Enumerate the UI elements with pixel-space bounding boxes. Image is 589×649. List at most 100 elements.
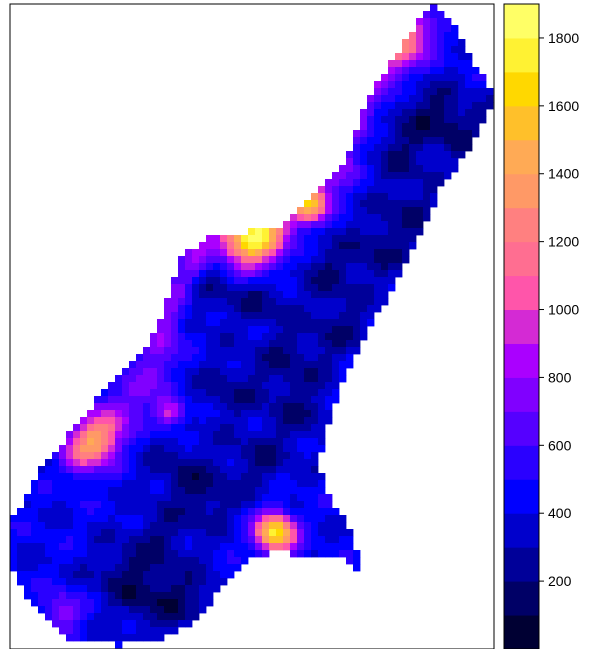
heatmap-cell [318, 200, 326, 208]
heatmap-cell [262, 361, 270, 369]
heatmap-cell [283, 326, 291, 334]
heatmap-cell [220, 515, 228, 523]
heatmap-cell [178, 494, 186, 502]
heatmap-cell [297, 522, 305, 530]
heatmap-cell [115, 543, 123, 551]
heatmap-cell [360, 263, 368, 271]
heatmap-cell [486, 88, 494, 96]
heatmap-cell [24, 494, 32, 502]
heatmap-cell [304, 368, 312, 376]
heatmap-cell [192, 340, 200, 348]
heatmap-cell [437, 144, 445, 152]
heatmap-cell [318, 529, 326, 537]
heatmap-cell [416, 95, 424, 103]
heatmap-cell [332, 522, 340, 530]
heatmap-cell [234, 291, 242, 299]
heatmap-cell [318, 361, 326, 369]
heatmap-cell [192, 494, 200, 502]
heatmap-cell [241, 305, 249, 313]
heatmap-cell [178, 263, 186, 271]
heatmap-cell [129, 445, 137, 453]
heatmap-cell [304, 487, 312, 495]
heatmap-cell [234, 312, 242, 320]
heatmap-cell [206, 578, 214, 586]
heatmap-cell [290, 368, 298, 376]
heatmap-cell [227, 487, 235, 495]
colorbar-tick-label: 200 [548, 573, 572, 589]
heatmap-cell [52, 564, 60, 572]
heatmap-cell [220, 522, 228, 530]
heatmap-cell [185, 298, 193, 306]
heatmap-cell [164, 354, 172, 362]
heatmap-cell [206, 361, 214, 369]
heatmap-cell [339, 172, 347, 180]
heatmap-cell [297, 410, 305, 418]
heatmap-cell [241, 515, 249, 523]
heatmap-cell [171, 543, 179, 551]
heatmap-cell [283, 291, 291, 299]
heatmap-cell [24, 543, 32, 551]
heatmap-cell [234, 543, 242, 551]
heatmap-cell [255, 417, 263, 425]
heatmap-cell [290, 375, 298, 383]
heatmap-cell [199, 410, 207, 418]
heatmap-cell [199, 606, 207, 614]
heatmap-cell [318, 550, 326, 558]
heatmap-cell [59, 445, 67, 453]
heatmap-cell [339, 242, 347, 250]
heatmap-cell [206, 543, 214, 551]
heatmap-cell [178, 620, 186, 628]
heatmap-cell [283, 312, 291, 320]
heatmap-cell [374, 277, 382, 285]
heatmap-cell [325, 494, 333, 502]
heatmap-cell [451, 158, 459, 166]
heatmap-cell [444, 81, 452, 89]
heatmap-cell [458, 151, 466, 159]
heatmap-cell [262, 340, 270, 348]
heatmap-cell [381, 235, 389, 243]
heatmap-cell [101, 543, 109, 551]
heatmap-cell [276, 256, 284, 264]
heatmap-cell [262, 319, 270, 327]
heatmap-cell [388, 172, 396, 180]
heatmap-cell [325, 291, 333, 299]
heatmap-cell [234, 438, 242, 446]
heatmap-cell [290, 536, 298, 544]
heatmap-cell [311, 550, 319, 558]
heatmap-cell [283, 529, 291, 537]
heatmap-cell [94, 606, 102, 614]
heatmap-cell [416, 46, 424, 54]
heatmap-cell [122, 403, 130, 411]
heatmap-cell [101, 431, 109, 439]
heatmap-cell [311, 529, 319, 537]
heatmap-cell [297, 270, 305, 278]
heatmap-cell [213, 263, 221, 271]
heatmap-cell [325, 270, 333, 278]
heatmap-cell [332, 172, 340, 180]
heatmap-cell [157, 627, 165, 635]
heatmap-cell [374, 88, 382, 96]
heatmap-cell [164, 326, 172, 334]
heatmap-cell [234, 473, 242, 481]
heatmap-cell [241, 522, 249, 530]
heatmap-cell [206, 249, 214, 257]
heatmap-cell [213, 256, 221, 264]
heatmap-cell [24, 585, 32, 593]
heatmap-cell [353, 151, 361, 159]
heatmap-cell [52, 459, 60, 467]
heatmap-cell [346, 529, 354, 537]
heatmap-cell [171, 627, 179, 635]
heatmap-cell [115, 459, 123, 467]
heatmap-cell [283, 228, 291, 236]
heatmap-cell [346, 536, 354, 544]
heatmap-cell [395, 270, 403, 278]
heatmap-cell [395, 144, 403, 152]
heatmap-cell [234, 564, 242, 572]
heatmap-cell [108, 613, 116, 621]
heatmap-cell [283, 396, 291, 404]
heatmap-cell [199, 487, 207, 495]
heatmap-cell [458, 39, 466, 47]
heatmap-cell [262, 508, 270, 516]
heatmap-cell [325, 207, 333, 215]
